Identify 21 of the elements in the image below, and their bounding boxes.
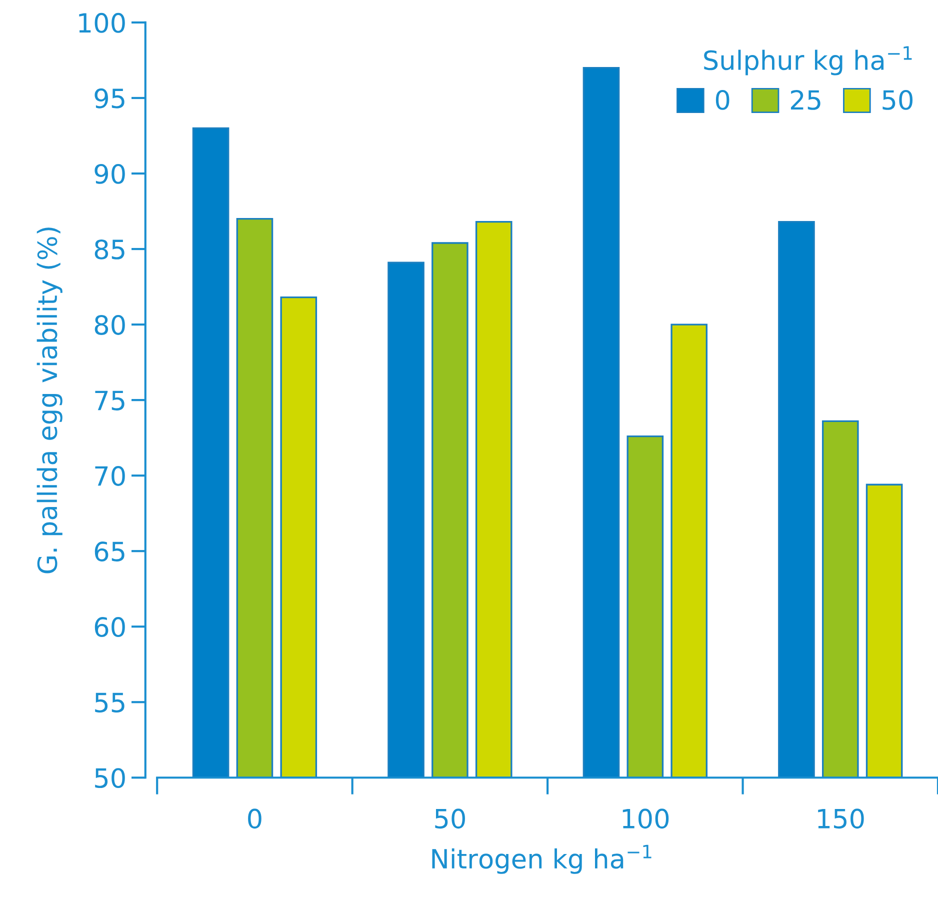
y-tick-label: 55 [95,692,124,713]
x-tick-label: 0 [248,808,262,829]
legend-label: 25 [790,90,820,110]
y-tick-label: 65 [94,542,124,562]
x-tick-label: 150 [818,808,864,829]
x-tick-label: 100 [622,808,669,829]
legend-title: Sulphur kg ha$^{−1}$ [704,46,912,76]
y-tick-label: 90 [94,164,125,184]
y-tick-label: 100 [79,12,125,33]
y-tick-label: 75 [95,390,124,410]
y-tick-label: 60 [94,617,125,638]
legend-label: 50 [882,90,912,110]
y-tick-label: 70 [95,466,125,486]
y-axis-title: G. pallida egg viability (%) [36,228,62,574]
y-tick-label: 80 [94,314,125,335]
y-tick-label: 95 [94,88,124,108]
x-axis-title: Nitrogen kg ha$^{−1}$ [432,844,652,874]
y-tick-label: 85 [94,239,124,260]
y-tick-label: 50 [95,768,125,788]
legend-label: 0 [716,90,730,110]
x-tick-label: 50 [435,808,465,829]
